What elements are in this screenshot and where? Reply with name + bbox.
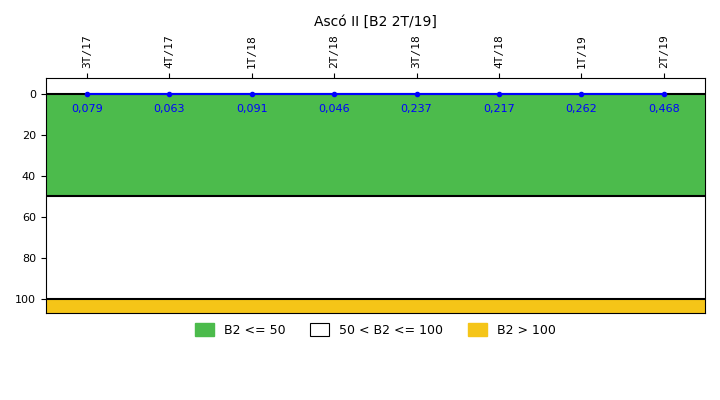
Text: 0,468: 0,468 bbox=[648, 104, 680, 114]
Text: 0,237: 0,237 bbox=[401, 104, 433, 114]
Bar bbox=[46, 196, 705, 299]
Text: 0,091: 0,091 bbox=[236, 104, 268, 114]
Text: 0,217: 0,217 bbox=[483, 104, 515, 114]
Text: 0,079: 0,079 bbox=[71, 104, 103, 114]
Text: 0,262: 0,262 bbox=[565, 104, 598, 114]
Legend: B2 <= 50, 50 < B2 <= 100, B2 > 100: B2 <= 50, 50 < B2 <= 100, B2 > 100 bbox=[190, 318, 561, 342]
Text: 0,063: 0,063 bbox=[153, 104, 185, 114]
Bar bbox=[46, 299, 705, 313]
Text: 0,046: 0,046 bbox=[318, 104, 350, 114]
Title: Ascó II [B2 2T/19]: Ascó II [B2 2T/19] bbox=[314, 15, 437, 29]
Bar bbox=[46, 94, 705, 196]
